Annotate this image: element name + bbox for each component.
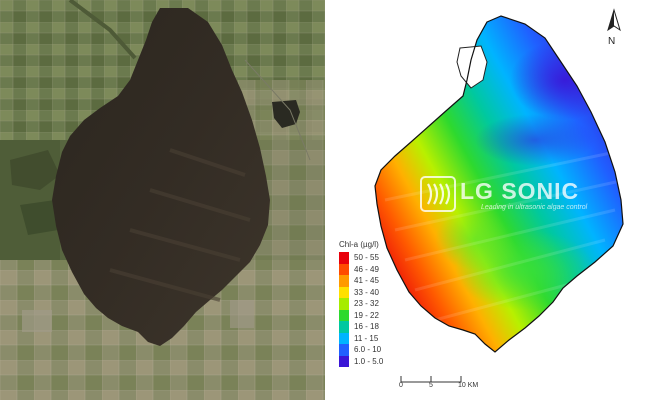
legend-label: 23 - 32: [354, 299, 379, 308]
legend-rows: 50 - 55 46 - 49 41 - 45 33 - 40 23 - 32 19 - …: [339, 252, 409, 367]
legend-label: 16 - 18: [354, 322, 379, 331]
north-label: N: [608, 36, 616, 47]
scale-bar-graphic: [400, 376, 462, 383]
legend-swatch: [339, 344, 349, 356]
legend-swatch: [339, 309, 349, 321]
scale-tick-10km: 10 KM: [458, 382, 479, 389]
satellite-image: [0, 0, 325, 400]
chlorophyll-map: N LG SONIC Leading in ultrasonic algae c…: [325, 0, 650, 400]
legend-label: 46 - 49: [354, 264, 379, 274]
lg-sonic-logo: [420, 176, 456, 212]
legend-item: 19 - 22: [339, 309, 409, 321]
legend-label: 6.0 - 10: [354, 345, 382, 354]
legend-title: Chl-a (µg/l): [339, 240, 379, 249]
legend-label: 41 - 45: [354, 276, 379, 285]
legend-item: 11 - 15: [339, 332, 409, 344]
legend-swatch: [339, 275, 349, 287]
legend-label: 19 - 22: [354, 310, 379, 320]
north-arrow-icon: [607, 8, 621, 32]
legend-swatch: [339, 252, 349, 264]
legend-label: 50 - 55: [354, 253, 379, 262]
legend-item: 6.0 - 10: [339, 344, 409, 356]
island-outline: [456, 45, 488, 89]
legend-swatch: [339, 298, 349, 310]
lg-sonic-watermark: LG SONIC Leading in ultrasonic algae con…: [420, 176, 610, 216]
chl-a-raster: [375, 16, 623, 352]
scale-tick-0: 0: [399, 382, 403, 389]
legend-item: 50 - 55: [339, 252, 409, 264]
watermark-tagline: Leading in ultrasonic algae control: [481, 204, 588, 211]
legend-label: 11 - 15: [354, 333, 379, 343]
legend-swatch: [339, 355, 349, 367]
legend-item: 16 - 18: [339, 321, 409, 333]
legend-swatch: [339, 332, 349, 344]
legend-swatch: [339, 263, 349, 275]
lake-outline: [374, 15, 624, 353]
scale-tick-5: 5: [429, 382, 433, 389]
scale-bar: 0 5 10 KM: [399, 376, 490, 398]
legend-swatch: [339, 321, 349, 333]
chl-a-legend: Chl-a (µg/l) 50 - 55 46 - 49 41 - 45 33 - 4…: [339, 240, 409, 367]
legend-item: 1.0 - 5.0: [339, 355, 409, 367]
legend-label: 1.0 - 5.0: [354, 356, 384, 366]
legend-item: 33 - 40: [339, 286, 409, 298]
legend-item: 41 - 45: [339, 275, 409, 287]
legend-label: 33 - 40: [354, 287, 379, 297]
watermark-brand: LG SONIC: [460, 178, 580, 204]
legend-swatch: [339, 286, 349, 298]
legend-item: 46 - 49: [339, 263, 409, 275]
legend-item: 23 - 32: [339, 298, 409, 310]
